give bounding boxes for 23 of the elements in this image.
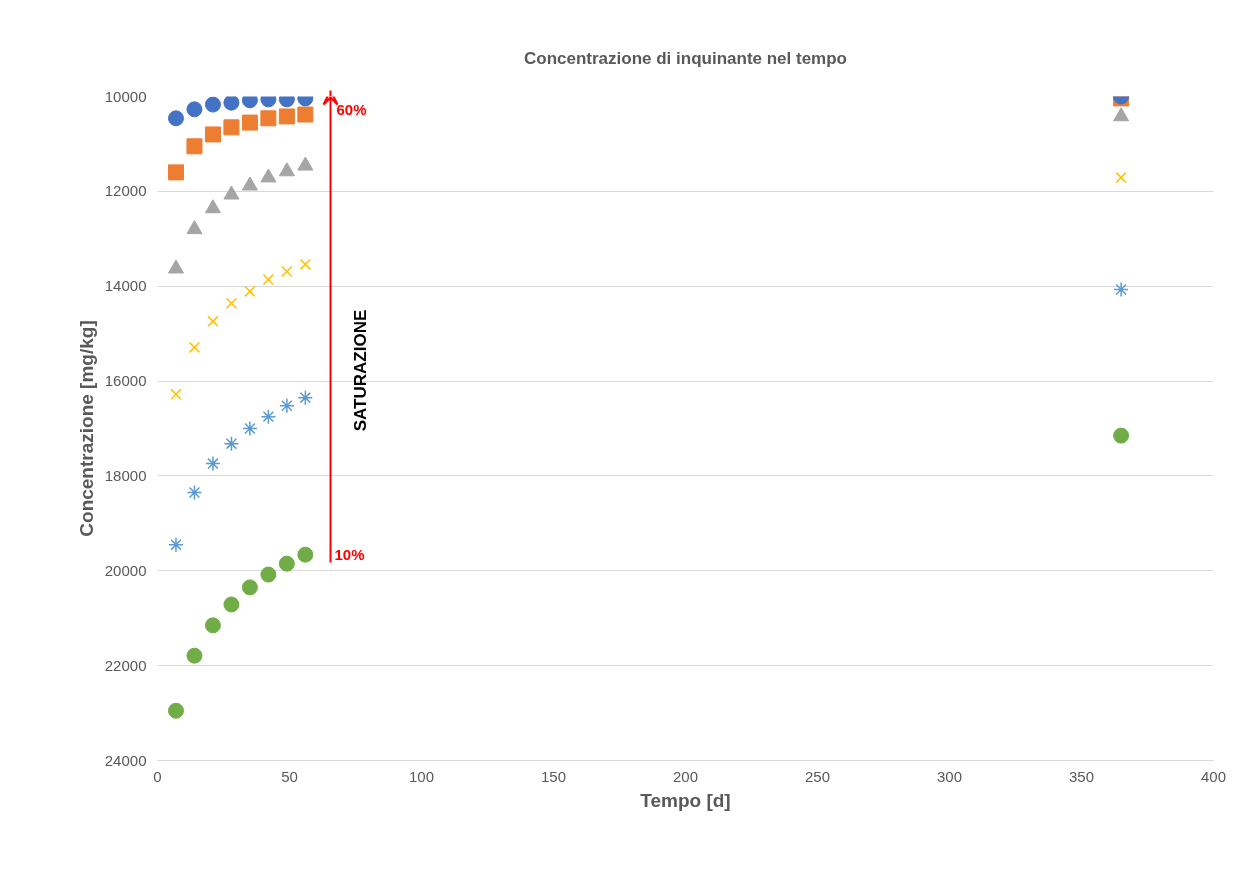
x-tick-label: 300 — [936, 767, 963, 785]
x-axis-title: Tempo [d] — [640, 789, 731, 811]
x-tick-label: 250 — [804, 767, 831, 785]
y-tick-label: 24000 — [104, 751, 147, 769]
annotation: SATURAZIONE — [351, 309, 370, 432]
y-tick-label: 18000 — [104, 466, 147, 484]
y-tick-label: 20000 — [104, 561, 147, 579]
annotation: 60% — [336, 101, 367, 118]
x-tick-label: 0 — [153, 767, 162, 785]
x-tick-label: 50 — [281, 767, 298, 785]
y-tick-label: 12000 — [104, 182, 147, 200]
x-tick-label: 200 — [672, 767, 699, 785]
x-tick-label: 350 — [1068, 767, 1095, 785]
y-tick-label: 14000 — [104, 277, 147, 295]
y-tick-label: 10000 — [104, 87, 147, 105]
y-axis-title: Concentrazione [mg/kg] — [75, 320, 97, 537]
x-tick-label: 100 — [408, 767, 435, 785]
chart-title: Concentrazione di inquinante nel tempo — [523, 48, 848, 68]
x-tick-label: 150 — [540, 767, 567, 785]
annotation: 10% — [334, 546, 365, 563]
y-tick-label: 22000 — [104, 656, 147, 674]
x-tick-label: 400 — [1200, 767, 1227, 785]
y-tick-label: 16000 — [104, 372, 147, 390]
